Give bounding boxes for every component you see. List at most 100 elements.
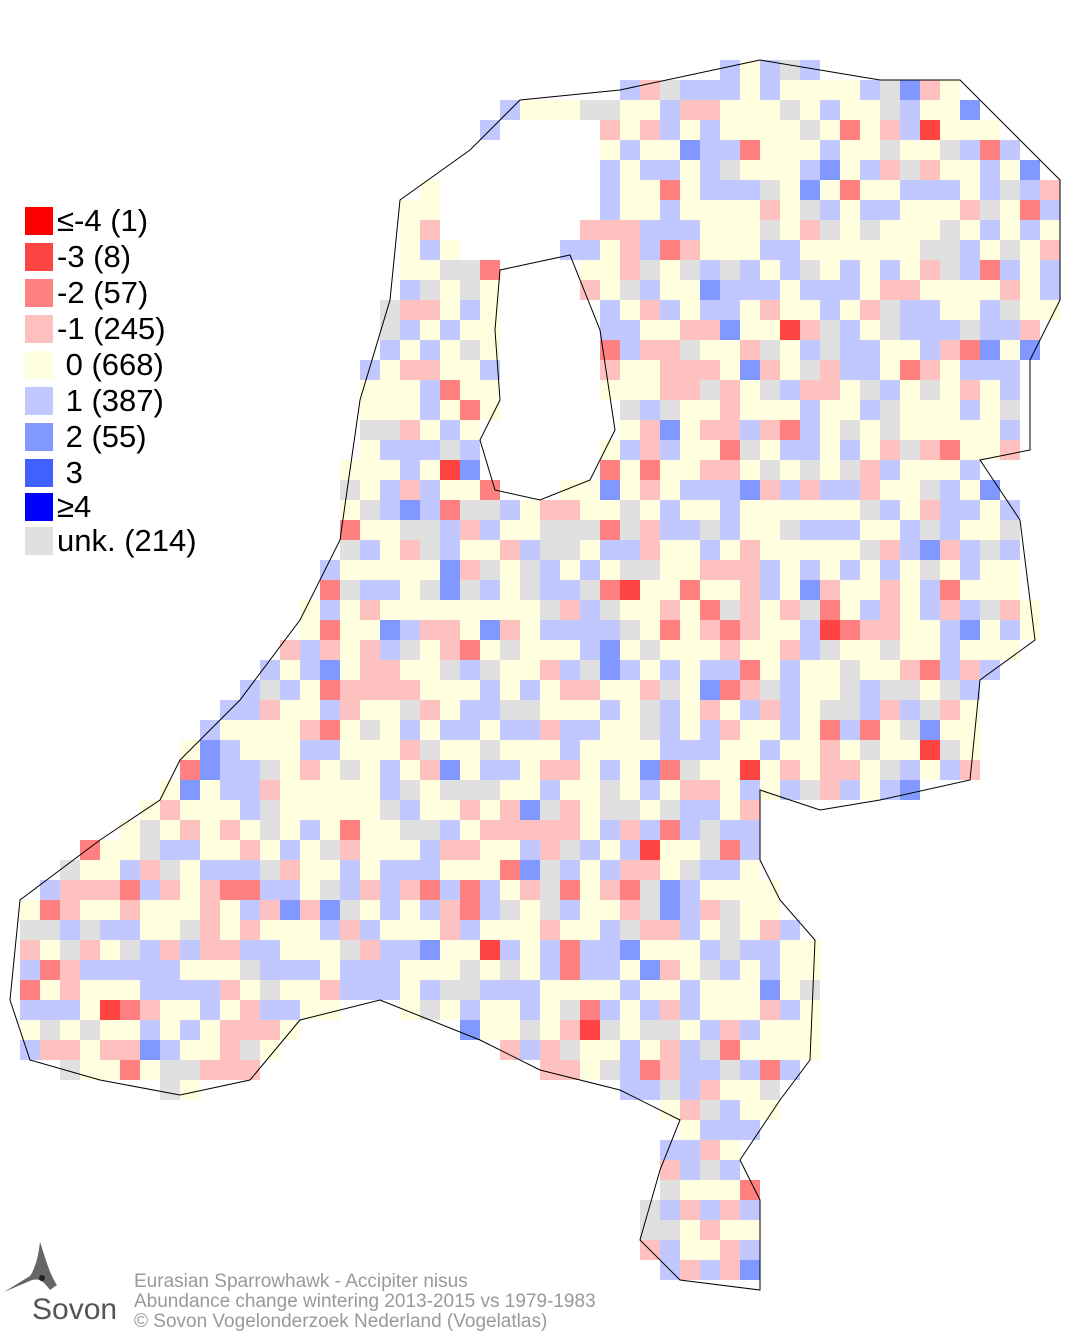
grid-cell xyxy=(680,140,700,160)
grid-cell xyxy=(360,840,380,860)
grid-cell xyxy=(420,980,440,1000)
grid-cell xyxy=(420,340,440,360)
grid-cell xyxy=(780,1000,800,1020)
grid-cell xyxy=(720,360,740,380)
grid-cell xyxy=(940,700,960,720)
grid-cell xyxy=(660,1020,680,1040)
grid-cell xyxy=(820,140,840,160)
grid-cell xyxy=(700,400,720,420)
grid-cell xyxy=(720,180,740,200)
grid-cell xyxy=(140,1020,160,1040)
grid-cell xyxy=(320,820,340,840)
grid-cell xyxy=(720,1100,740,1120)
legend-swatch xyxy=(25,243,53,271)
grid-cell xyxy=(700,1160,720,1180)
grid-cell xyxy=(900,500,920,520)
grid-cell xyxy=(640,880,660,900)
grid-cell xyxy=(660,300,680,320)
grid-cell xyxy=(400,580,420,600)
grid-cell xyxy=(20,1040,40,1060)
grid-cell xyxy=(840,220,860,240)
grid-cell xyxy=(620,280,640,300)
grid-cell xyxy=(640,460,660,480)
grid-cell xyxy=(840,200,860,220)
grid-cell xyxy=(620,980,640,1000)
grid-cell xyxy=(680,100,700,120)
grid-cell xyxy=(620,960,640,980)
grid-cell xyxy=(560,800,580,820)
grid-cell xyxy=(400,840,420,860)
grid-cell xyxy=(320,800,340,820)
grid-cell xyxy=(240,980,260,1000)
grid-cell xyxy=(780,960,800,980)
grid-cell xyxy=(500,520,520,540)
grid-cell xyxy=(600,840,620,860)
grid-cell xyxy=(1040,180,1060,200)
grid-cell xyxy=(280,980,300,1000)
grid-cell xyxy=(620,820,640,840)
grid-cell xyxy=(500,560,520,580)
grid-cell xyxy=(520,580,540,600)
grid-cell xyxy=(400,980,420,1000)
grid-cell xyxy=(200,740,220,760)
grid-cell xyxy=(680,1120,700,1140)
grid-cell xyxy=(580,880,600,900)
legend-label: ≥4 xyxy=(57,489,92,524)
grid-cell xyxy=(520,760,540,780)
grid-cell xyxy=(600,1040,620,1060)
grid-cell xyxy=(640,940,660,960)
grid-cell xyxy=(180,1000,200,1020)
grid-cell xyxy=(400,400,420,420)
grid-cell xyxy=(900,120,920,140)
grid-cell xyxy=(580,660,600,680)
grid-cell xyxy=(1020,620,1040,640)
grid-cell xyxy=(840,520,860,540)
grid-cell xyxy=(180,900,200,920)
grid-cell xyxy=(420,440,440,460)
grid-cell xyxy=(800,180,820,200)
grid-cell xyxy=(600,560,620,580)
legend-label: -1 (245) xyxy=(57,311,166,346)
grid-cell xyxy=(380,360,400,380)
grid-cell xyxy=(260,780,280,800)
grid-cell xyxy=(500,680,520,700)
grid-cell xyxy=(700,660,720,680)
grid-cell xyxy=(200,980,220,1000)
grid-cell xyxy=(900,400,920,420)
grid-cell xyxy=(880,180,900,200)
grid-cell xyxy=(560,480,580,500)
grid-cell xyxy=(540,860,560,880)
grid-cell xyxy=(820,120,840,140)
grid-cell xyxy=(940,280,960,300)
grid-cell xyxy=(440,280,460,300)
grid-cell xyxy=(240,760,260,780)
grid-cell xyxy=(780,740,800,760)
grid-cell xyxy=(620,340,640,360)
grid-cell xyxy=(340,860,360,880)
grid-cell xyxy=(400,760,420,780)
grid-cell xyxy=(460,420,480,440)
grid-cell xyxy=(240,900,260,920)
grid-cell xyxy=(620,800,640,820)
grid-cell xyxy=(900,380,920,400)
grid-cell xyxy=(240,840,260,860)
grid-cell xyxy=(840,360,860,380)
grid-cell xyxy=(780,480,800,500)
grid-cell xyxy=(700,920,720,940)
grid-cell xyxy=(680,280,700,300)
legend-swatch xyxy=(25,423,53,451)
grid-cell xyxy=(280,640,300,660)
grid-cell xyxy=(320,580,340,600)
grid-cell xyxy=(640,860,660,880)
grid-cell xyxy=(720,1080,740,1100)
grid-cell xyxy=(400,320,420,340)
grid-cell xyxy=(500,580,520,600)
grid-cell xyxy=(140,980,160,1000)
grid-cell xyxy=(900,660,920,680)
grid-cell xyxy=(800,560,820,580)
grid-cell xyxy=(900,520,920,540)
grid-cell xyxy=(740,580,760,600)
grid-cell xyxy=(360,540,380,560)
grid-cell xyxy=(580,1060,600,1080)
grid-cell xyxy=(880,300,900,320)
